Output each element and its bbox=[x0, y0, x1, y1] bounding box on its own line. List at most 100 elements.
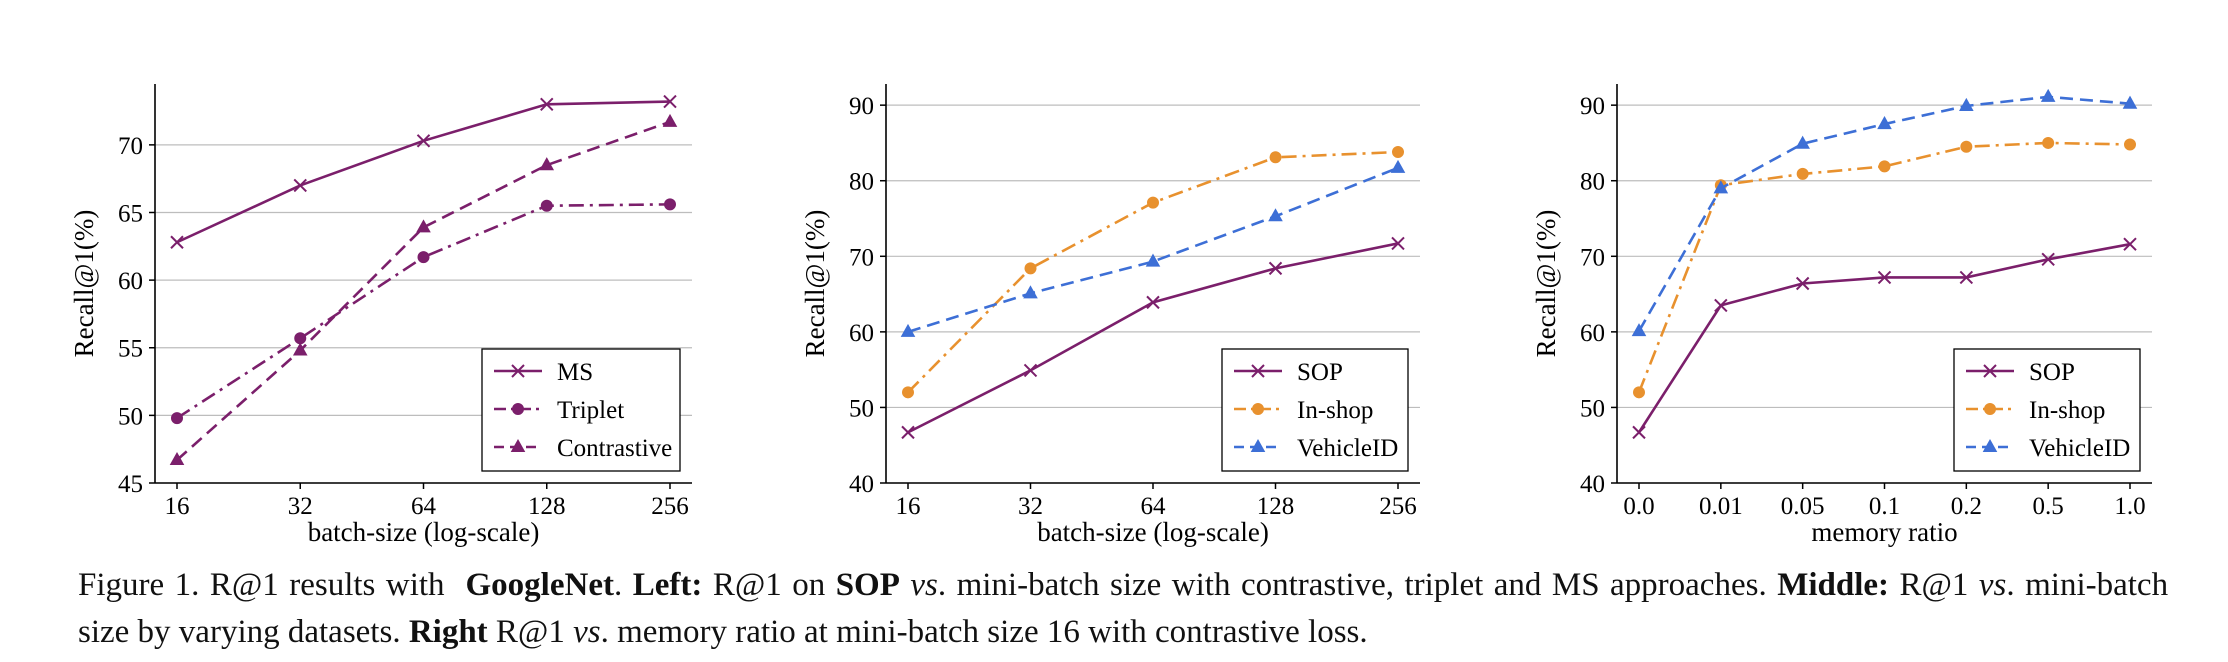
data-point bbox=[1392, 146, 1404, 159]
series-vehicleid bbox=[1631, 88, 2138, 337]
legend-marker bbox=[1252, 403, 1264, 415]
y-tick-label: 40 bbox=[1580, 471, 1605, 498]
data-point bbox=[417, 251, 430, 264]
data-point bbox=[171, 412, 183, 425]
x-tick-label: 1.0 bbox=[2114, 493, 2145, 520]
caption-vs-1: vs bbox=[910, 567, 938, 603]
data-point bbox=[2040, 88, 2056, 102]
data-point bbox=[1145, 253, 1161, 267]
data-point bbox=[1023, 285, 1038, 299]
data-point bbox=[1146, 295, 1160, 310]
x-tick-label: 256 bbox=[651, 493, 689, 520]
y-tick-label: 90 bbox=[849, 93, 874, 120]
x-tick-label: 32 bbox=[1018, 493, 1043, 520]
caption-left-text-b: . mini-batch size with contrastive, trip… bbox=[937, 567, 1767, 603]
x-tick-label: 32 bbox=[288, 493, 313, 520]
data-point bbox=[1878, 160, 1891, 173]
x-tick-label: 16 bbox=[165, 493, 190, 520]
data-point bbox=[1714, 298, 1728, 313]
series-line bbox=[907, 166, 1399, 334]
data-point bbox=[1024, 262, 1037, 275]
data-point bbox=[1147, 196, 1159, 209]
data-point bbox=[294, 332, 307, 345]
data-point bbox=[662, 113, 678, 127]
y-tick-label: 50 bbox=[849, 395, 874, 422]
y-tick-label: 40 bbox=[849, 471, 874, 498]
data-point bbox=[1633, 386, 1645, 399]
legend-label: Triplet bbox=[557, 397, 624, 424]
figure-caption: Figure 1. R@1 results with GoogleNet. Le… bbox=[78, 562, 2168, 656]
x-tick-label: 0.2 bbox=[1951, 493, 1982, 520]
data-point bbox=[1795, 135, 1810, 149]
data-point bbox=[1877, 270, 1892, 285]
legend-label: Contrastive bbox=[557, 435, 672, 462]
y-axis-label: Recall@1(%) bbox=[1531, 210, 1561, 358]
data-point bbox=[1632, 425, 1646, 440]
y-tick-label: 45 bbox=[118, 471, 143, 498]
chart-3: 40 50 60 70 80 90 0.0 0.01 0.05 0.1 0.2 0.5 1.0 memor… bbox=[1531, 84, 2152, 547]
y-tick-label: 60 bbox=[118, 268, 143, 295]
caption-left-text-a: R@1 on bbox=[712, 567, 826, 603]
caption-dot: . bbox=[613, 567, 623, 603]
y-tick-label: 65 bbox=[118, 200, 143, 227]
y-tick-label: 60 bbox=[1580, 320, 1605, 347]
legend: SOP In-shop VehicleID bbox=[1953, 348, 2141, 472]
series-line bbox=[1637, 95, 2131, 332]
x-tick-label: 64 bbox=[1141, 493, 1167, 520]
data-point bbox=[664, 198, 676, 211]
caption-middle-label: Middle: bbox=[1777, 567, 1890, 603]
legend: MS Triplet Contrastive bbox=[481, 348, 681, 472]
data-point bbox=[293, 178, 307, 193]
series-ms bbox=[170, 94, 677, 249]
y-axis-label: Recall@1(%) bbox=[800, 210, 830, 358]
x-tick-label: 0.5 bbox=[2033, 493, 2064, 520]
data-point bbox=[540, 97, 554, 111]
data-point bbox=[1391, 236, 1405, 251]
y-tick-label: 55 bbox=[118, 336, 143, 363]
legend-marker bbox=[1250, 438, 1266, 453]
data-point bbox=[900, 323, 916, 337]
legend: SOP In-shop VehicleID bbox=[1221, 348, 1409, 472]
y-tick-label: 80 bbox=[849, 169, 874, 196]
chart-2: 40 50 60 70 80 90 16 32 64 128 256 batch-size (log-… bbox=[800, 84, 1420, 547]
y-tick-label: 50 bbox=[1580, 395, 1605, 422]
y-tick-label: 80 bbox=[1580, 169, 1605, 196]
data-point bbox=[1268, 208, 1283, 222]
legend-label: VehicleID bbox=[2029, 435, 2130, 462]
series-in-shop bbox=[902, 146, 1404, 399]
y-tick-label: 50 bbox=[118, 403, 143, 430]
data-point bbox=[1959, 270, 1974, 285]
x-tick-label: 0.0 bbox=[1623, 493, 1654, 520]
legend-marker bbox=[1982, 438, 1998, 453]
data-point bbox=[2041, 252, 2055, 267]
data-point bbox=[539, 157, 555, 171]
data-point bbox=[292, 342, 308, 356]
y-tick-label: 70 bbox=[118, 133, 143, 160]
series-contrastive bbox=[169, 113, 678, 466]
y-tick-label: 70 bbox=[849, 244, 874, 271]
series-sop bbox=[901, 236, 1405, 440]
data-point bbox=[2124, 138, 2136, 151]
x-tick-label: 64 bbox=[411, 493, 437, 520]
x-tick-label: 16 bbox=[896, 493, 921, 520]
caption-vs-3: vs bbox=[573, 614, 601, 650]
data-point bbox=[1877, 116, 1892, 130]
y-tick-label: 60 bbox=[849, 320, 874, 347]
data-point bbox=[1390, 159, 1406, 173]
data-point bbox=[416, 219, 431, 233]
caption-left-label: Left: bbox=[632, 567, 703, 603]
x-tick-label: 256 bbox=[1379, 493, 1417, 520]
caption-middle-text-b: . mini-batch size by varying datasets. bbox=[78, 567, 2169, 650]
x-axis-label: memory ratio bbox=[1811, 517, 1957, 547]
caption-left-dataset: SOP bbox=[835, 567, 900, 603]
data-point bbox=[1713, 180, 1729, 194]
series-line bbox=[176, 120, 671, 461]
legend-marker bbox=[512, 403, 524, 415]
legend-label: In-shop bbox=[2029, 397, 2105, 424]
x-tick-label: 0.1 bbox=[1869, 493, 1900, 520]
legend-marker bbox=[1983, 364, 1997, 378]
caption-middle-text-a: R@1 bbox=[1899, 567, 1969, 603]
data-point bbox=[1631, 323, 1647, 337]
y-tick-label: 70 bbox=[1580, 244, 1605, 271]
